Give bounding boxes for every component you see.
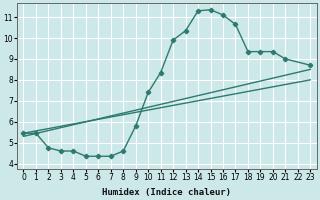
X-axis label: Humidex (Indice chaleur): Humidex (Indice chaleur)	[102, 188, 231, 197]
